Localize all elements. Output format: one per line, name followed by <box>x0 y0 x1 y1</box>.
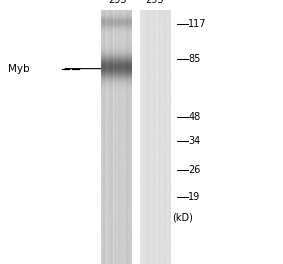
Text: (kD): (kD) <box>172 213 193 223</box>
Text: Myb: Myb <box>8 64 30 74</box>
Text: 293: 293 <box>145 0 164 5</box>
Text: 26: 26 <box>188 165 201 175</box>
Text: 34: 34 <box>188 136 200 146</box>
Text: 48: 48 <box>188 112 200 122</box>
Text: 19: 19 <box>188 192 200 202</box>
Text: 117: 117 <box>188 19 207 29</box>
Text: 293: 293 <box>108 0 127 5</box>
Text: 85: 85 <box>188 54 201 64</box>
